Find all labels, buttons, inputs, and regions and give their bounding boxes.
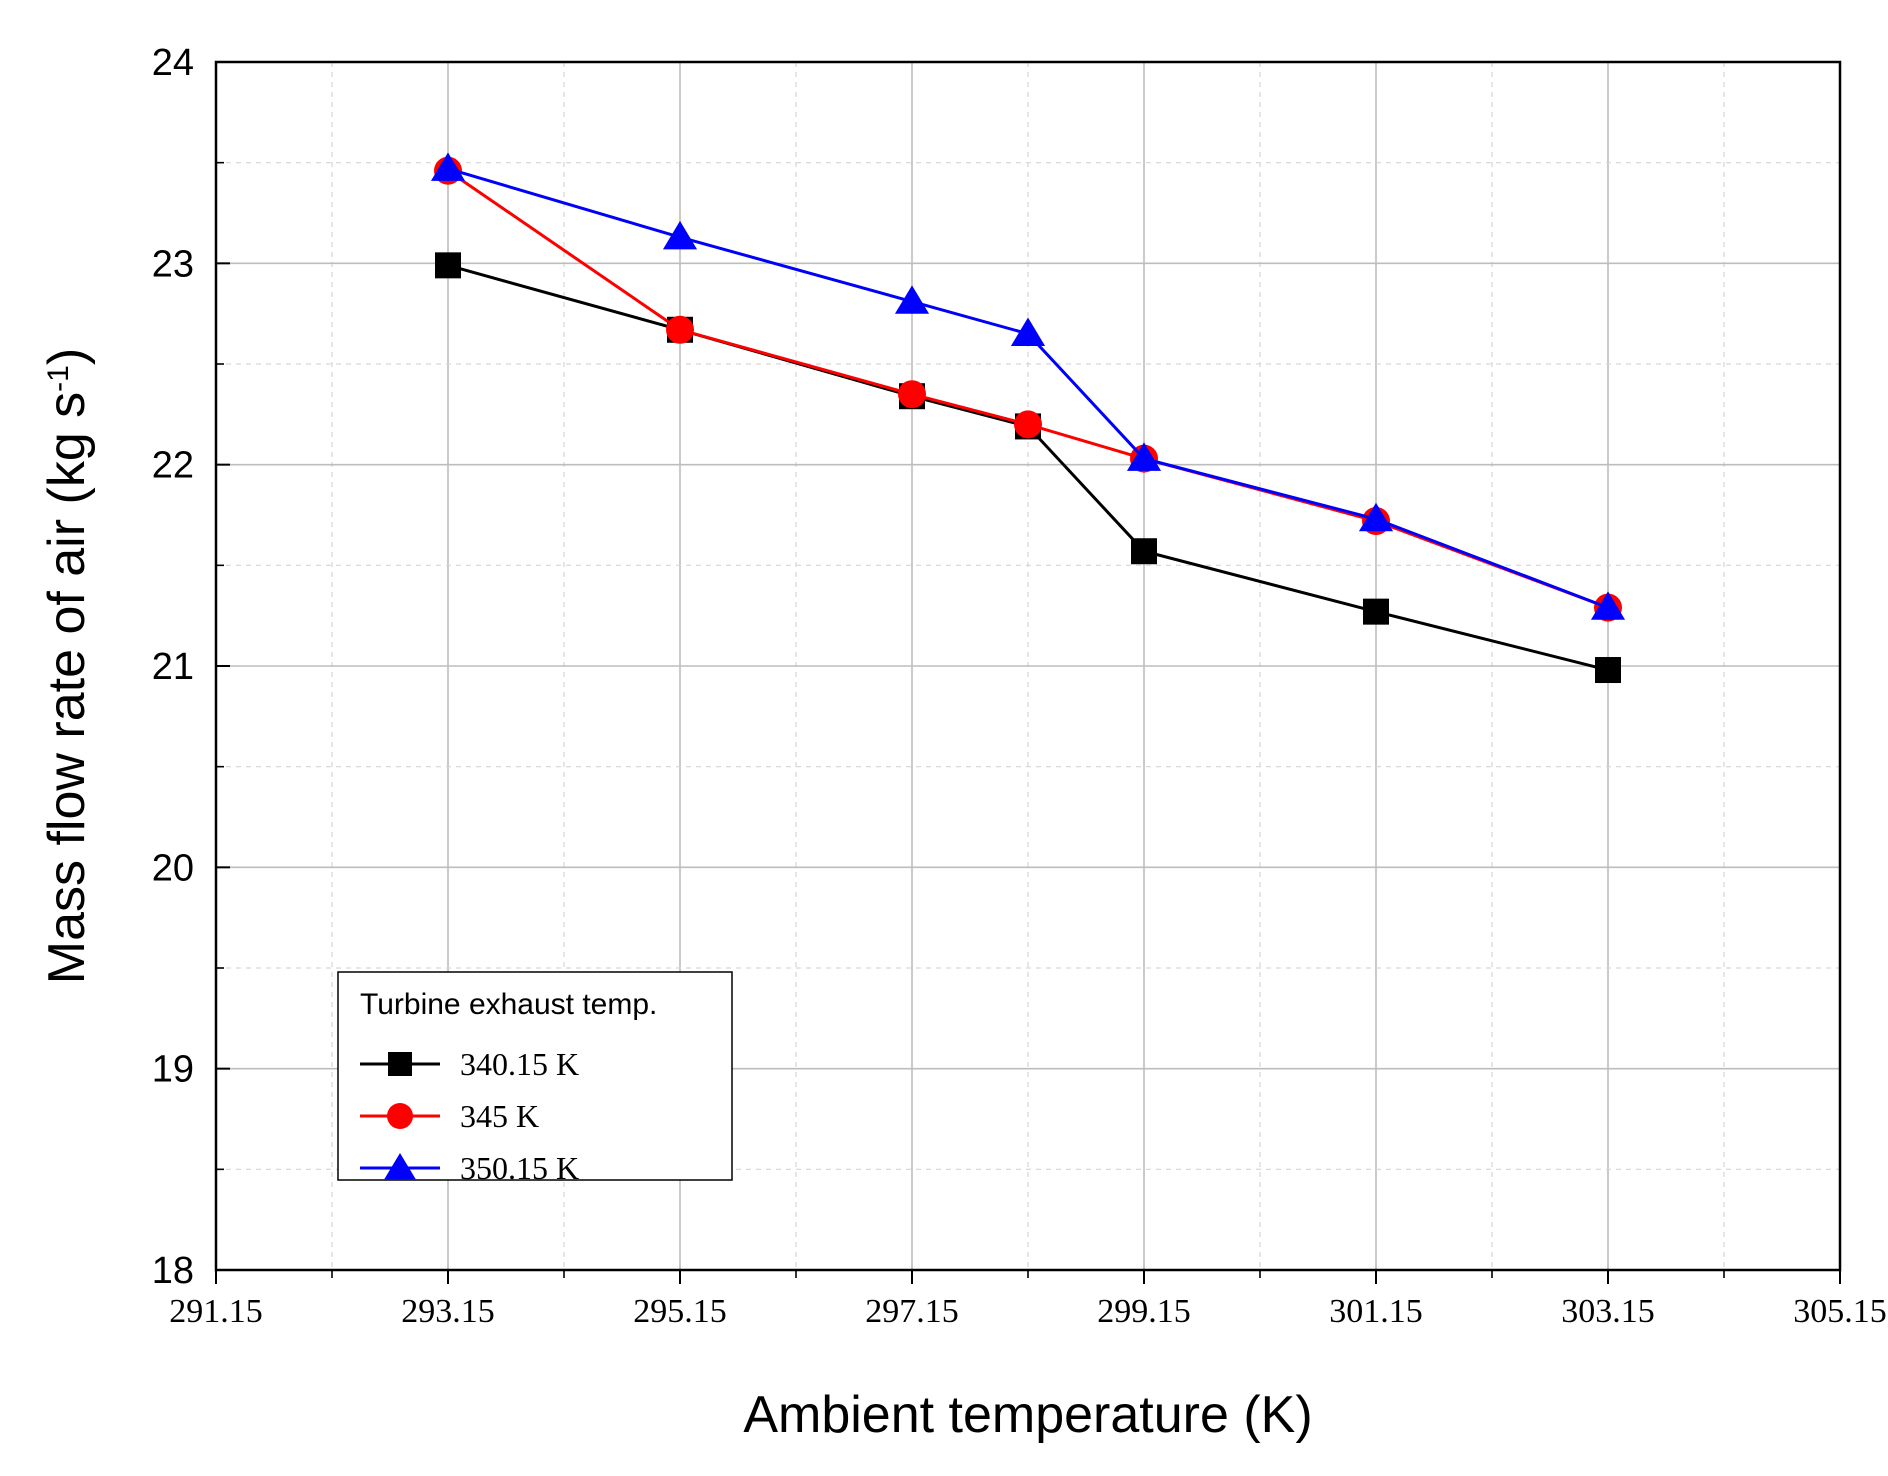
y-tick-label: 19 (152, 1049, 194, 1091)
y-axis-title: Mass flow rate of air (kg s-1) (38, 348, 96, 984)
data-point (1131, 538, 1157, 565)
y-tick-label: 21 (152, 646, 194, 688)
data-point (435, 252, 461, 279)
legend-items: 340.15 K 345 K 350.15 K (360, 1046, 579, 1186)
legend-item: 340.15 K (360, 1046, 579, 1082)
x-tick-label: 295.15 (633, 1293, 727, 1330)
data-point (898, 380, 926, 409)
y-tick-label: 20 (152, 847, 194, 889)
y-axis-title-close: ) (38, 348, 96, 365)
data-point (666, 315, 694, 344)
x-tick-label: 293.15 (401, 1293, 495, 1330)
data-point (1014, 410, 1042, 439)
series-layer (430, 152, 1626, 684)
data-point (1590, 591, 1626, 620)
y-axis-title-main: Mass flow rate of air (kg s (38, 392, 96, 984)
y-tick-label: 18 (152, 1250, 194, 1292)
y-tick-label: 24 (152, 42, 194, 84)
legend-item: 350.15 K (360, 1150, 579, 1186)
legend-marker (388, 1052, 412, 1076)
data-point (662, 220, 698, 250)
series-triangle (430, 152, 1626, 620)
legend-marker (384, 1153, 416, 1180)
data-point (894, 285, 930, 314)
legend-title: Turbine exhaust temp. (360, 988, 657, 1021)
legend-label: 340.15 K (460, 1046, 579, 1082)
y-axis-title-superscript: -1 (42, 365, 75, 392)
legend-item: 345 K (360, 1098, 539, 1134)
y-tick-label: 22 (152, 445, 194, 487)
legend-marker (387, 1103, 413, 1129)
legend: Turbine exhaust temp. 340.15 K 345 K 350.1… (337, 971, 733, 1186)
legend-label: 345 K (460, 1098, 539, 1134)
x-tick-label: 291.15 (169, 1293, 263, 1330)
x-tick-label: 297.15 (865, 1293, 959, 1330)
data-point (430, 152, 466, 181)
x-tick-label: 301.15 (1329, 1293, 1423, 1330)
data-point (1010, 317, 1046, 346)
grid-layer (216, 62, 1840, 1270)
tick-layer (215, 61, 1841, 1284)
x-tick-label: 303.15 (1561, 1293, 1655, 1330)
x-tick-label: 299.15 (1097, 1293, 1191, 1330)
legend-label: 350.15 K (460, 1150, 579, 1186)
x-tick-label: 305.15 (1793, 1293, 1887, 1330)
x-axis-title: Ambient temperature (K) (743, 1386, 1312, 1444)
label-layer: 291.15 293.15 295.15 297.15 299.15 301.15 303.… (152, 42, 1887, 1330)
data-point (1363, 598, 1389, 625)
y-tick-label: 23 (152, 243, 194, 285)
data-point (1126, 442, 1162, 471)
data-point (1595, 657, 1621, 684)
data-point (1358, 502, 1394, 532)
